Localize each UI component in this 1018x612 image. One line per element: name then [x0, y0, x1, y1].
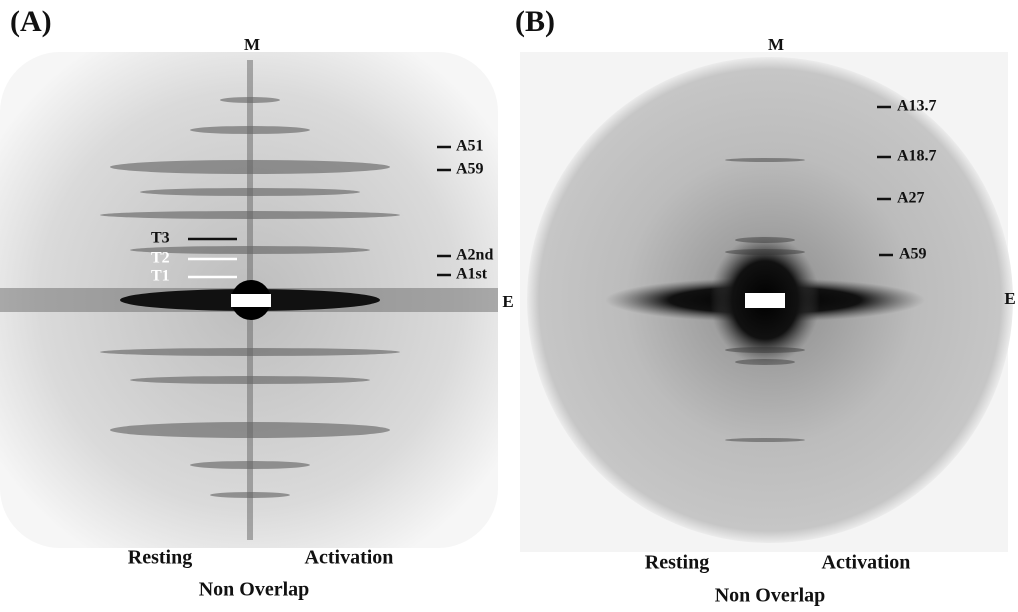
marker-label: A2nd [456, 247, 493, 264]
equator-label: E [502, 292, 513, 311]
caption: Non Overlap [199, 579, 310, 601]
meridian-label: M [244, 35, 260, 54]
marker-label: A59 [456, 161, 484, 178]
t-marker-label: T2 [151, 250, 170, 267]
marker-label: A13.7 [897, 98, 937, 115]
meridian-label: M [768, 35, 784, 54]
pattern-a [0, 52, 498, 548]
left-label: Resting [645, 552, 709, 574]
panel-label: (B) [515, 5, 555, 38]
t-marker-label: T1 [151, 268, 170, 285]
caption: Non Overlap [715, 585, 826, 607]
t-marker-label: T3 [151, 230, 170, 247]
left-label: Resting [128, 547, 192, 569]
pattern-b [520, 52, 1013, 552]
right-label: Activation [305, 547, 394, 569]
marker-label: A27 [897, 190, 925, 207]
equator-label: E [1004, 289, 1015, 308]
marker-ticks [877, 105, 893, 257]
marker-label: A59 [899, 246, 927, 263]
marker-ticks [188, 145, 451, 277]
marker-label: A1st [456, 266, 488, 283]
right-label: Activation [822, 552, 911, 574]
marker-label: A18.7 [897, 148, 937, 165]
t-marker-lines [188, 257, 237, 279]
panel-label: (A) [10, 5, 52, 38]
marker-label: A51 [456, 138, 484, 155]
